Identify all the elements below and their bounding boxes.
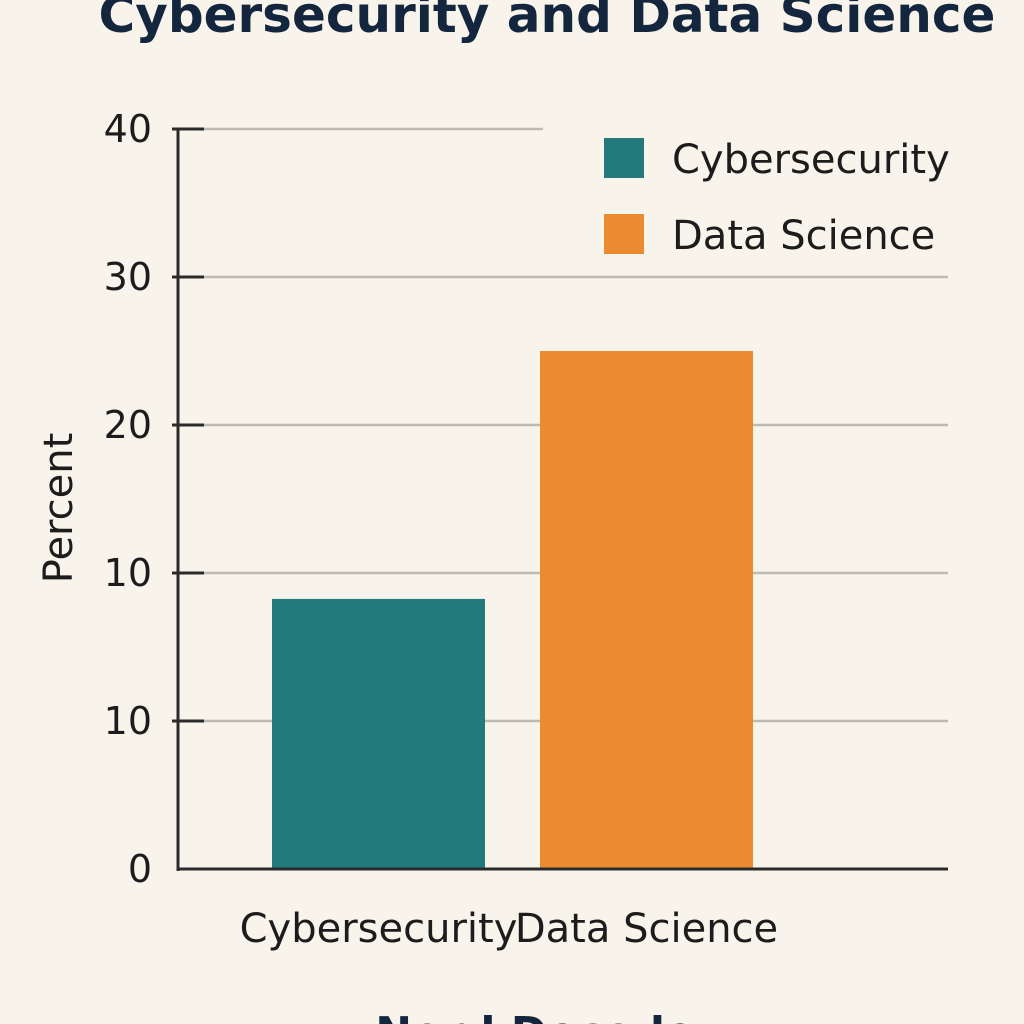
- y-tick-labels: 0 10 10 20 30 40: [104, 107, 152, 891]
- x-category-label: Cybersecurity: [240, 906, 518, 952]
- legend-label: Data Science: [672, 213, 935, 259]
- axes: [172, 127, 948, 871]
- y-tick-label: 30: [104, 255, 152, 299]
- x-axis-title: Nord Decode: [375, 1008, 695, 1024]
- y-tick-label: 0: [128, 847, 152, 891]
- x-category-label: Data Science: [515, 906, 778, 952]
- legend-swatch: [604, 138, 644, 178]
- bars: [272, 351, 753, 869]
- bar-cybersecurity: [272, 598, 485, 869]
- bar-data-science: [540, 351, 753, 869]
- y-tick-label: 40: [104, 107, 152, 151]
- y-tick-label: 20: [104, 403, 152, 447]
- chart-title: Cybersecurity and Data Science: [98, 0, 996, 44]
- legend: Cybersecurity Data Science: [604, 137, 950, 259]
- y-tick-label: 10: [104, 551, 152, 595]
- y-axis-title: Percent: [36, 433, 82, 584]
- y-tick-label: 10: [104, 699, 152, 743]
- legend-label: Cybersecurity: [672, 137, 950, 183]
- legend-swatch: [604, 214, 644, 254]
